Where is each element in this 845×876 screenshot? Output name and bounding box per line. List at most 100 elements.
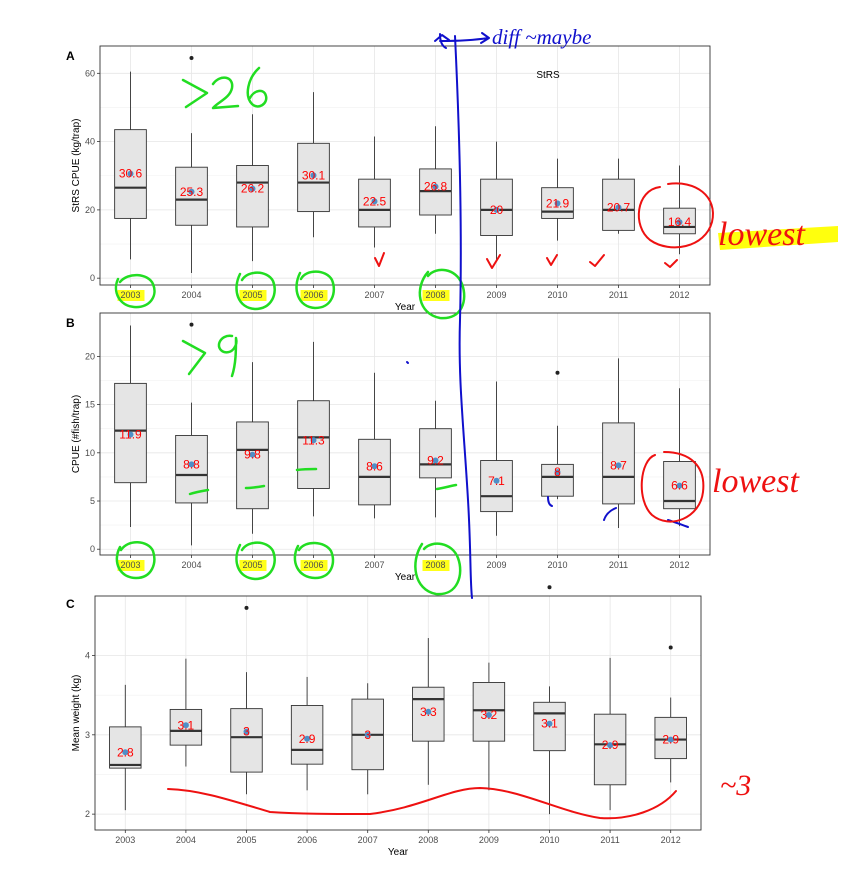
y-tick-label: 0 — [90, 273, 95, 283]
mean-dot — [182, 722, 189, 729]
box-body — [175, 166, 208, 226]
mean-dot — [304, 735, 311, 742]
green-tick-2008-b — [435, 483, 458, 491]
box-2005: 9.8 — [236, 362, 269, 534]
outlier-point — [189, 322, 194, 327]
mean-value-label: 8.6 — [366, 459, 383, 473]
box-body — [419, 428, 452, 479]
x-tick-label: 2007 — [364, 560, 384, 570]
x-tick-label: 2009 — [486, 290, 506, 300]
mean-value-label: 7.1 — [488, 474, 505, 488]
red-check-2010 — [546, 254, 558, 266]
x-tick-label: 2008 — [418, 835, 438, 845]
y-axis-title: CPUE (#fish/trap) — [71, 395, 82, 473]
mean-value-label: 2.8 — [117, 745, 134, 759]
red-check-2012 — [664, 259, 678, 268]
red-circle-2012-b — [640, 451, 705, 523]
mean-dot — [493, 477, 500, 484]
green-circle-2003-b — [115, 541, 156, 580]
box-2008: 26.8 — [419, 126, 452, 234]
box-body — [472, 682, 506, 742]
box-body — [290, 705, 324, 765]
box-2006: 30.1 — [297, 92, 330, 238]
mean-dot — [615, 462, 622, 469]
mean-value-label: 26.8 — [424, 180, 448, 194]
mean-value-label: 25.3 — [180, 185, 204, 199]
red-lowest-a: lowest — [718, 216, 806, 253]
y-tick-label: 2 — [85, 809, 90, 819]
mean-value-label: 2.9 — [662, 733, 679, 747]
mean-value-label: 30.1 — [302, 168, 326, 182]
box-2012: 6.6 — [663, 388, 696, 527]
mean-dot — [546, 720, 553, 727]
green-six-a — [246, 66, 268, 108]
box-2011: 8.7 — [602, 358, 635, 529]
x-tick-label: 2004 — [181, 560, 201, 570]
mean-dot — [188, 188, 195, 195]
red-lowest-b: lowest — [712, 463, 800, 500]
box-2009: 20 — [480, 141, 513, 262]
y-tick-label: 15 — [85, 400, 95, 410]
green-tick-2006-b — [295, 467, 318, 472]
mean-value-label: 11.9 — [119, 427, 142, 441]
y-axis-title: Mean weight (kg) — [71, 675, 82, 752]
panel-a: 0 20 40 60 30.6 25.3 26.2 30.1 22.5 26.8 20 21.9 20.… — [66, 45, 711, 313]
box-body — [236, 165, 269, 228]
y-axis-title: StRS CPUE (kg/trap) — [71, 119, 82, 213]
green-greater-than-a — [181, 78, 209, 109]
mean-dot — [127, 431, 134, 438]
x-tick-label: 2009 — [486, 560, 506, 570]
mean-value-label: 8.8 — [183, 457, 200, 471]
handwritten-annotations: diff ~maybe lowest lowest ~3 — [114, 25, 806, 820]
box-2005: 26.2 — [236, 114, 269, 262]
x-tick-label: 2008 — [425, 560, 445, 570]
mean-value-label: 3.1 — [178, 718, 195, 732]
mean-dot — [554, 200, 561, 207]
green-circle-2005-b — [235, 541, 276, 581]
y-tick-label: 4 — [85, 650, 90, 660]
y-tick-label: 0 — [90, 544, 95, 554]
x-tick-label: 2009 — [479, 835, 499, 845]
blue-divider-line — [454, 35, 473, 599]
plot-frame — [99, 45, 711, 286]
box-2010: 21.9 — [541, 158, 574, 241]
mean-dot — [364, 731, 371, 738]
x-tick-label: 2007 — [358, 835, 378, 845]
red-check-2009 — [486, 254, 501, 269]
box-2008: 3.3 — [412, 638, 445, 785]
mean-value-label: 9.8 — [244, 448, 261, 462]
box-body — [230, 708, 263, 773]
mean-dot — [485, 711, 492, 718]
blue-dot-2007-b — [406, 361, 409, 364]
box-2011: 2.9 — [593, 657, 627, 811]
inset-label: StRS — [536, 70, 560, 81]
mean-value-label: 3.3 — [420, 705, 437, 719]
mean-dot — [676, 219, 683, 226]
mean-value-label: 2.9 — [602, 738, 619, 752]
lowest-highlight-bar — [718, 226, 838, 250]
year-highlight-2008 — [422, 560, 450, 571]
red-approx-three: ~3 — [720, 769, 751, 802]
box-2007: 22.5 — [358, 136, 391, 248]
box-2004: 25.3 — [175, 133, 208, 274]
x-tick-label: 2010 — [547, 290, 567, 300]
x-tick-label: 2011 — [600, 835, 619, 845]
green-circle-2008-b — [414, 542, 462, 596]
plot-frame — [94, 595, 702, 831]
mean-value-label: 3 — [243, 725, 250, 739]
box-2008: 9.2 — [419, 400, 452, 518]
panel-label: C — [66, 597, 75, 611]
mean-dot — [425, 708, 432, 715]
blue-note-text: diff ~maybe — [492, 25, 591, 49]
x-tick-label: 2004 — [181, 290, 201, 300]
x-tick-label: 2010 — [539, 835, 559, 845]
box-body — [358, 438, 391, 506]
mean-dot — [310, 172, 317, 179]
x-axis-title: Year — [388, 847, 409, 858]
y-tick-label: 60 — [85, 68, 95, 78]
box-body — [297, 400, 330, 489]
mean-value-label: 16.4 — [668, 215, 692, 229]
y-tick-label: 5 — [90, 496, 95, 506]
